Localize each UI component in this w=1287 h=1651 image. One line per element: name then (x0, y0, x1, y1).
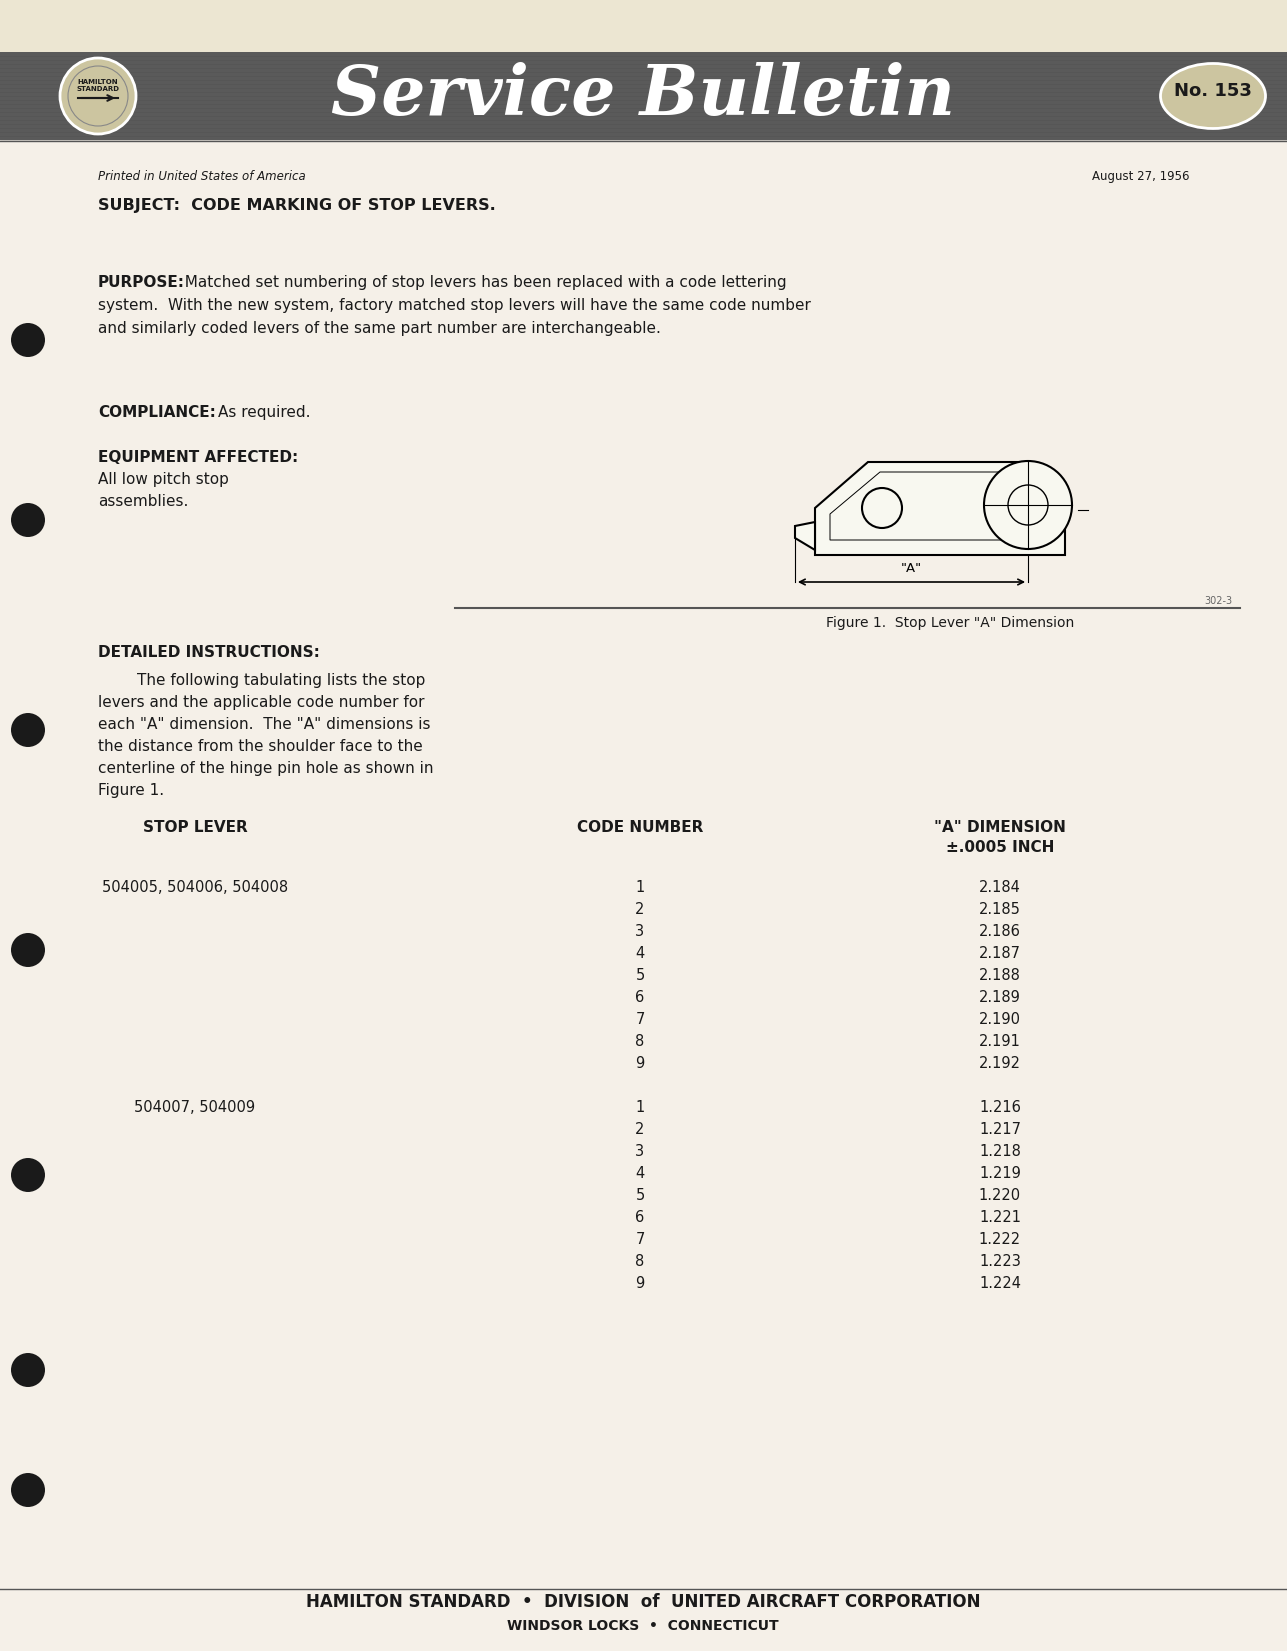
Text: 2.187: 2.187 (979, 946, 1021, 961)
Text: COMPLIANCE:: COMPLIANCE: (98, 404, 216, 419)
Text: 1.218: 1.218 (979, 1144, 1021, 1159)
Text: 4: 4 (636, 946, 645, 961)
Text: 9: 9 (636, 1057, 645, 1071)
Text: assemblies.: assemblies. (98, 494, 188, 509)
Circle shape (12, 1473, 45, 1507)
Circle shape (12, 324, 45, 357)
Circle shape (12, 933, 45, 967)
Text: 1.222: 1.222 (979, 1232, 1021, 1247)
Text: 2.186: 2.186 (979, 925, 1021, 939)
Text: 1.219: 1.219 (979, 1166, 1021, 1180)
Polygon shape (795, 522, 815, 550)
Text: 1.216: 1.216 (979, 1100, 1021, 1114)
Text: the distance from the shoulder face to the: the distance from the shoulder face to t… (98, 740, 422, 755)
Text: 8: 8 (636, 1034, 645, 1048)
Text: 1.223: 1.223 (979, 1255, 1021, 1270)
Text: 1.224: 1.224 (979, 1276, 1021, 1291)
Text: PURPOSE:: PURPOSE: (98, 276, 185, 291)
Text: 7: 7 (636, 1012, 645, 1027)
Text: 5: 5 (636, 967, 645, 982)
Text: Figure 1.  Stop Lever "A" Dimension: Figure 1. Stop Lever "A" Dimension (826, 616, 1075, 631)
Text: 5: 5 (636, 1189, 645, 1204)
Text: 2: 2 (636, 901, 645, 916)
Text: STANDARD: STANDARD (76, 86, 120, 92)
Text: 2.184: 2.184 (979, 880, 1021, 895)
Text: 4: 4 (636, 1166, 645, 1180)
Circle shape (12, 713, 45, 746)
Text: HAMILTON STANDARD  •  DIVISION  of  UNITED AIRCRAFT CORPORATION: HAMILTON STANDARD • DIVISION of UNITED A… (306, 1593, 981, 1611)
Text: 2.191: 2.191 (979, 1034, 1021, 1048)
Text: WINDSOR LOCKS  •  CONNECTICUT: WINDSOR LOCKS • CONNECTICUT (507, 1620, 779, 1633)
Text: 1.220: 1.220 (979, 1189, 1021, 1204)
Text: 1.217: 1.217 (979, 1123, 1021, 1138)
Text: centerline of the hinge pin hole as shown in: centerline of the hinge pin hole as show… (98, 761, 434, 776)
Text: As required.: As required. (218, 404, 310, 419)
Text: levers and the applicable code number for: levers and the applicable code number fo… (98, 695, 425, 710)
Text: 2.188: 2.188 (979, 967, 1021, 982)
Bar (0, 51, 1287, 140)
Text: CODE NUMBER: CODE NUMBER (577, 821, 703, 835)
Text: SUBJECT:  CODE MARKING OF STOP LEVERS.: SUBJECT: CODE MARKING OF STOP LEVERS. (98, 198, 495, 213)
Text: No. 153: No. 153 (1174, 83, 1252, 101)
Text: 9: 9 (636, 1276, 645, 1291)
Text: and similarly coded levers of the same part number are interchangeable.: and similarly coded levers of the same p… (98, 320, 662, 337)
Text: each "A" dimension.  The "A" dimensions is: each "A" dimension. The "A" dimensions i… (98, 717, 430, 731)
Text: 504007, 504009: 504007, 504009 (134, 1100, 256, 1114)
Text: 7: 7 (636, 1232, 645, 1247)
Text: 6: 6 (636, 991, 645, 1005)
Text: 2.185: 2.185 (979, 901, 1021, 916)
Text: DETAILED INSTRUCTIONS:: DETAILED INSTRUCTIONS: (98, 646, 320, 660)
Text: system.  With the new system, factory matched stop levers will have the same cod: system. With the new system, factory mat… (98, 297, 811, 314)
Text: 6: 6 (636, 1210, 645, 1225)
Text: Figure 1.: Figure 1. (98, 783, 165, 797)
Text: 2: 2 (636, 1123, 645, 1138)
Circle shape (985, 461, 1072, 550)
Text: "A" DIMENSION: "A" DIMENSION (934, 821, 1066, 835)
Text: 1: 1 (636, 880, 645, 895)
Text: All low pitch stop: All low pitch stop (98, 472, 229, 487)
Text: 3: 3 (636, 1144, 645, 1159)
Text: Printed in United States of America: Printed in United States of America (98, 170, 306, 183)
Text: EQUIPMENT AFFECTED:: EQUIPMENT AFFECTED: (98, 451, 299, 466)
Text: 504005, 504006, 504008: 504005, 504006, 504008 (102, 880, 288, 895)
Text: ±.0005 INCH: ±.0005 INCH (946, 840, 1054, 855)
Text: 2.190: 2.190 (979, 1012, 1021, 1027)
Text: STOP LEVER: STOP LEVER (143, 821, 247, 835)
Circle shape (60, 58, 136, 134)
Text: 8: 8 (636, 1255, 645, 1270)
Circle shape (1008, 485, 1048, 525)
Circle shape (12, 504, 45, 537)
Text: 2.189: 2.189 (979, 991, 1021, 1005)
Text: Service Bulletin: Service Bulletin (331, 63, 955, 130)
Circle shape (12, 1157, 45, 1192)
Circle shape (12, 1354, 45, 1387)
Text: 1: 1 (636, 1100, 645, 1114)
Ellipse shape (1161, 63, 1265, 129)
Circle shape (68, 66, 127, 125)
Text: 3: 3 (636, 925, 645, 939)
Text: August 27, 1956: August 27, 1956 (1091, 170, 1189, 183)
Text: "A": "A" (901, 561, 921, 575)
Text: 302-3: 302-3 (1203, 596, 1232, 606)
Text: HAMILTON: HAMILTON (77, 79, 118, 84)
Text: 1.221: 1.221 (979, 1210, 1021, 1225)
Text: Matched set numbering of stop levers has been replaced with a code lettering: Matched set numbering of stop levers has… (175, 276, 786, 291)
Bar (0, 0, 1287, 51)
Text: 2.192: 2.192 (979, 1057, 1021, 1071)
Text: The following tabulating lists the stop: The following tabulating lists the stop (98, 674, 426, 688)
Polygon shape (815, 462, 1066, 555)
Circle shape (862, 489, 902, 528)
